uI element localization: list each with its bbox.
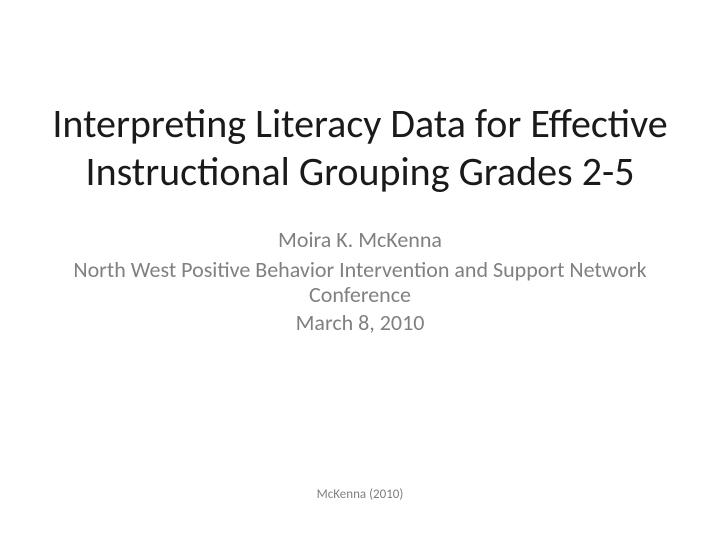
slide-footer: McKenna (2010) [0,487,720,502]
slide-title: Interpreting Literacy Data for Effective… [50,100,670,196]
slide-container: Interpreting Literacy Data for Effective… [0,0,720,540]
subtitle-block: Moira K. McKenna North West Positive Beh… [50,226,670,338]
presentation-date: March 8, 2010 [50,309,670,338]
conference-name: North West Positive Behavior Interventio… [50,257,670,308]
author-name: Moira K. McKenna [50,226,670,255]
